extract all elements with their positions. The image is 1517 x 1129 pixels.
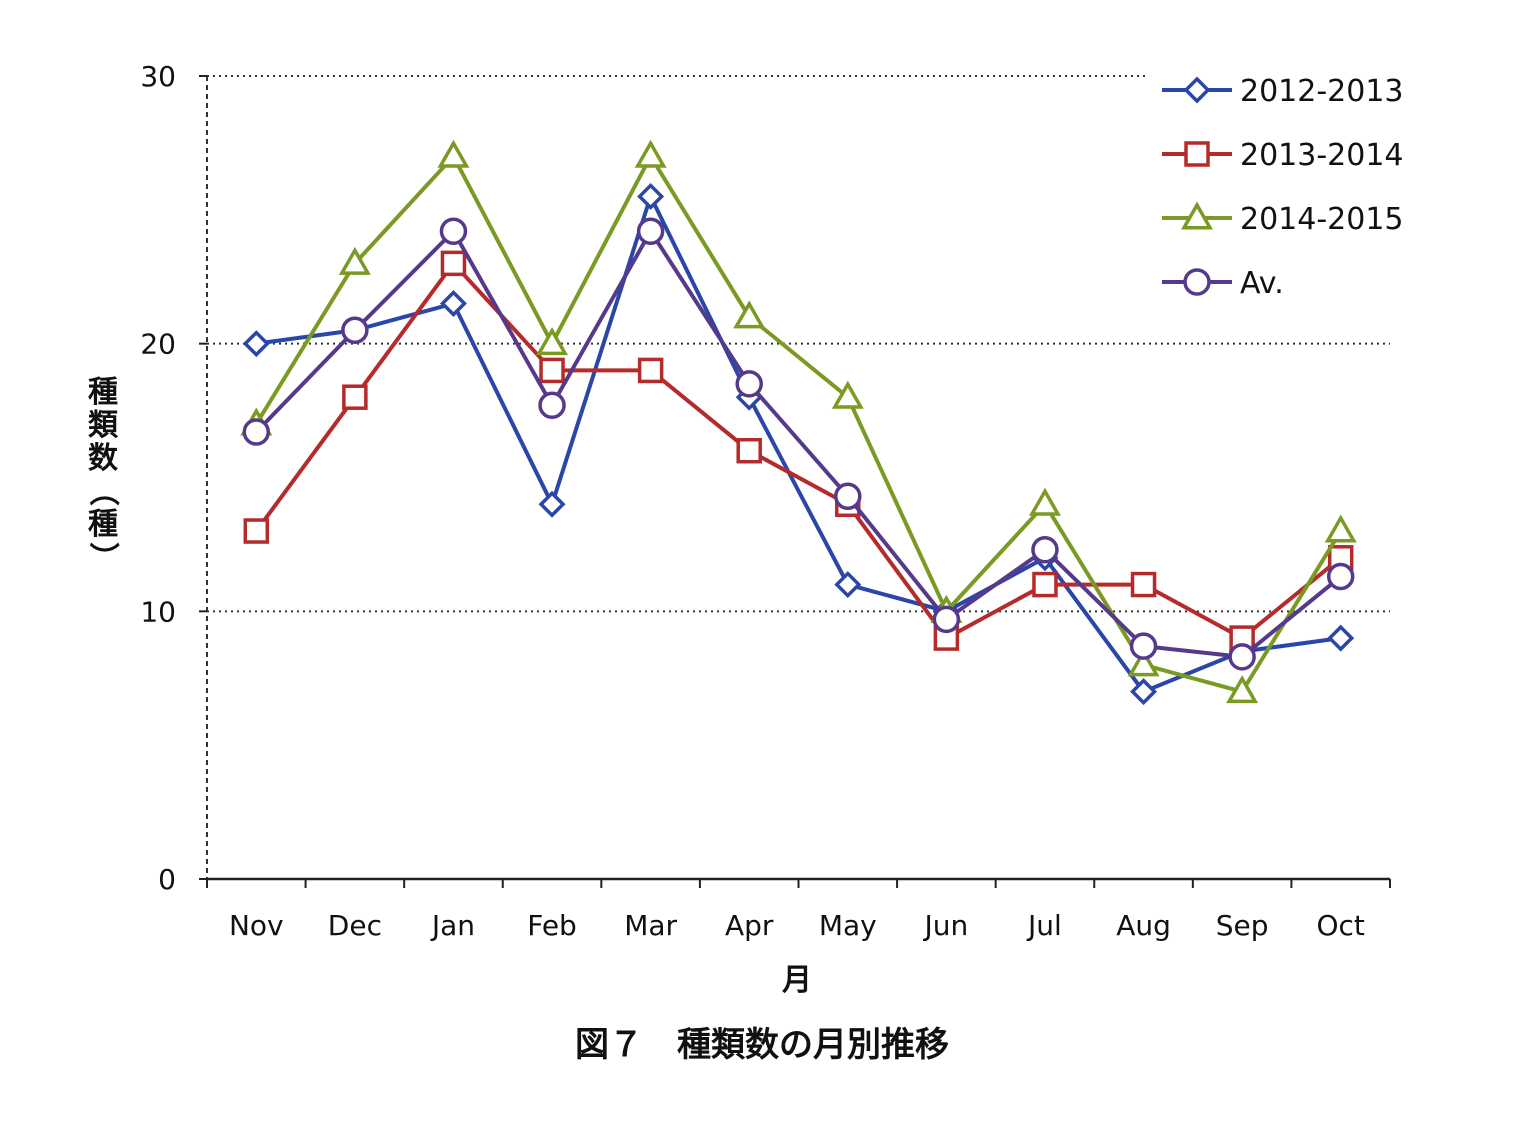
y-axis-title-char: （ bbox=[85, 476, 120, 506]
series-line bbox=[254, 154, 1343, 694]
data-point bbox=[735, 370, 763, 398]
data-point bbox=[1028, 487, 1061, 516]
x-tick-label: Nov bbox=[229, 909, 284, 942]
figure-caption: 図７ 種類数の月別推移 bbox=[575, 1025, 949, 1065]
data-point bbox=[834, 571, 862, 599]
data-point bbox=[831, 380, 864, 409]
legend-label: 2012-2013 bbox=[1240, 74, 1404, 109]
legend-label: Av. bbox=[1240, 266, 1284, 301]
data-point bbox=[1226, 675, 1259, 704]
y-axis-title-char: 種 bbox=[88, 375, 118, 410]
data-point bbox=[538, 391, 566, 419]
data-point bbox=[242, 330, 270, 358]
data-point bbox=[1327, 624, 1355, 652]
y-tick-label: 10 bbox=[140, 595, 176, 628]
series-line bbox=[254, 261, 1342, 641]
data-point bbox=[538, 490, 566, 518]
grid-layer bbox=[207, 75, 1390, 613]
x-tick-label: Mar bbox=[624, 909, 677, 942]
data-point bbox=[341, 316, 369, 345]
data-point bbox=[637, 182, 665, 210]
series-line bbox=[256, 194, 1341, 694]
y-tick-label: 0 bbox=[158, 863, 176, 896]
data-point bbox=[1129, 632, 1158, 660]
data-point bbox=[440, 250, 467, 277]
data-point bbox=[1032, 571, 1058, 598]
data-point bbox=[636, 217, 665, 245]
data-point bbox=[736, 437, 762, 464]
series-line bbox=[254, 229, 1342, 659]
legend-entry: 2014-2015 bbox=[1162, 201, 1404, 237]
x-tick-label: Aug bbox=[1116, 909, 1171, 942]
data-point bbox=[1228, 643, 1256, 671]
data-point bbox=[536, 327, 569, 356]
legend-marker bbox=[1183, 76, 1211, 104]
data-point bbox=[437, 139, 470, 168]
y-tick-label: 30 bbox=[140, 60, 176, 93]
y-axis-title: 種類数（種） bbox=[85, 375, 120, 572]
data-point bbox=[342, 384, 368, 410]
data-point bbox=[1326, 562, 1355, 591]
x-tick-label: Sep bbox=[1216, 909, 1269, 942]
legend-label: 2014-2015 bbox=[1240, 202, 1404, 237]
data-point bbox=[439, 290, 467, 317]
series-2013-2014 bbox=[243, 250, 1354, 651]
y-axis-title-char: 数 bbox=[88, 441, 119, 476]
data-point bbox=[733, 300, 766, 329]
y-axis-title-char: ） bbox=[85, 542, 120, 572]
data-point bbox=[338, 246, 371, 275]
legend-marker bbox=[1180, 201, 1214, 230]
y-axis-title-char: 類 bbox=[88, 408, 119, 443]
data-point bbox=[932, 605, 961, 634]
data-point bbox=[1127, 648, 1160, 677]
legend-entry: 2012-2013 bbox=[1162, 74, 1404, 109]
legend-layer: 2012-2013 2013-2014 2014-2015 Av. bbox=[1162, 74, 1404, 301]
data-point bbox=[1324, 514, 1357, 543]
legend-marker bbox=[1184, 141, 1210, 167]
legend-marker bbox=[1183, 268, 1211, 296]
legend-label: 2013-2014 bbox=[1240, 138, 1404, 173]
x-tick-label: Dec bbox=[328, 909, 382, 942]
data-point bbox=[637, 357, 664, 384]
data-point bbox=[1130, 571, 1157, 598]
series-Av. bbox=[242, 217, 1355, 671]
series-layer bbox=[240, 139, 1357, 706]
x-tick-label: May bbox=[819, 909, 877, 942]
legend-entry: 2013-2014 bbox=[1162, 138, 1404, 173]
data-point bbox=[439, 217, 468, 245]
x-tick-label: Oct bbox=[1316, 909, 1364, 942]
data-point bbox=[539, 357, 565, 384]
data-point bbox=[834, 482, 862, 510]
data-point bbox=[242, 418, 271, 446]
x-tick-label: Jun bbox=[923, 909, 969, 942]
x-tick-label: Jul bbox=[1026, 909, 1062, 942]
x-tick-label: Jan bbox=[430, 909, 475, 942]
series-2012-2013 bbox=[242, 182, 1355, 706]
data-point bbox=[634, 139, 667, 168]
data-point bbox=[1031, 536, 1059, 564]
data-point bbox=[243, 518, 270, 544]
legend-entry: Av. bbox=[1162, 266, 1284, 301]
y-tick-label: 20 bbox=[140, 328, 176, 361]
data-point bbox=[1130, 678, 1158, 706]
x-axis-title: 月 bbox=[782, 963, 812, 998]
axes-layer: 0 10 20 30 Nov Dec Jan Feb Mar Apr May Jun Jul Aug Sep… bbox=[140, 60, 1391, 942]
x-tick-label: Feb bbox=[527, 909, 577, 942]
y-axis-title-char: 種 bbox=[88, 507, 118, 542]
x-tick-label: Apr bbox=[725, 909, 774, 942]
